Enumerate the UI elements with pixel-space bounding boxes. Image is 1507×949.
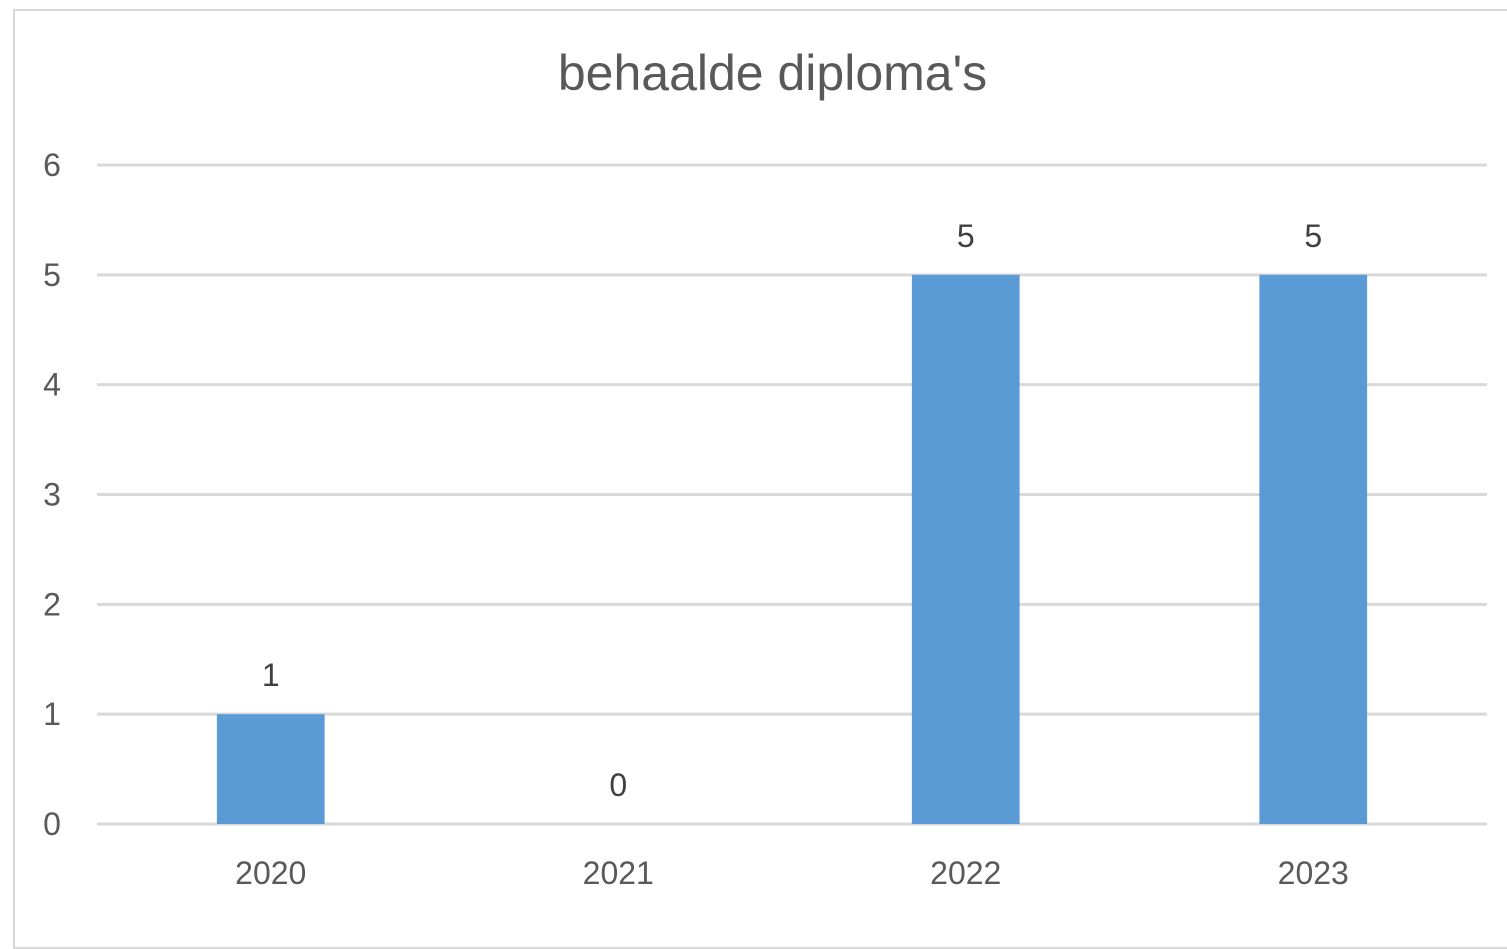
data-label-2022: 5	[957, 218, 975, 254]
y-tick-label: 1	[43, 696, 61, 732]
x-tick-label-2021: 2021	[583, 855, 654, 891]
y-tick-label: 6	[43, 147, 61, 183]
labels: 0 1 2 3 4 5 6 1 2020 0 2021 5 2022 5 2023	[43, 147, 1349, 891]
gridlines	[97, 163, 1487, 826]
x-tick-label-2022: 2022	[930, 855, 1001, 891]
y-tick-label: 5	[43, 257, 61, 293]
data-label-2020: 1	[262, 657, 280, 693]
bar-2020	[216, 714, 325, 824]
x-tick-label-2020: 2020	[235, 855, 306, 891]
y-tick-label: 4	[43, 367, 61, 403]
chart-title: behaalde diploma's	[557, 45, 988, 101]
data-label-2021: 0	[609, 767, 627, 803]
bars	[216, 274, 1368, 824]
bar-2022	[911, 274, 1020, 824]
chart-plot: 0 1 2 3 4 5 6 1 2020 0 2021 5 2022 5 2023	[43, 147, 1487, 891]
y-tick-label: 0	[43, 806, 61, 842]
x-tick-label-2023: 2023	[1278, 855, 1349, 891]
y-tick-label: 3	[43, 477, 61, 513]
y-tick-label: 2	[43, 586, 61, 622]
bar-2023	[1259, 274, 1368, 824]
data-label-2023: 5	[1304, 218, 1322, 254]
